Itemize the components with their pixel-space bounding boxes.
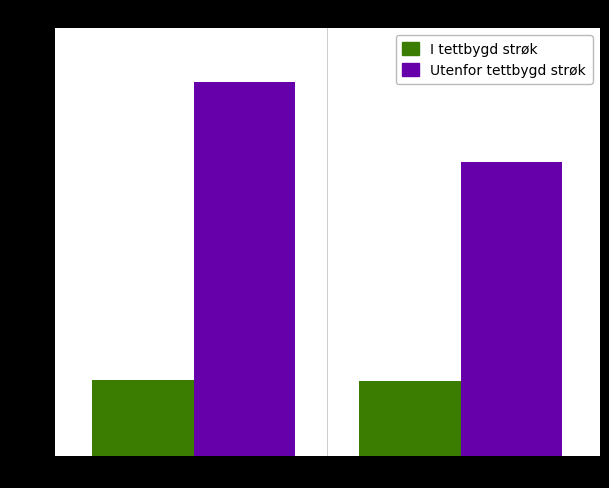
Bar <box>194 82 295 456</box>
Legend: I tettbygd strøk, Utenfor tettbygd strøk: I tettbygd strøk, Utenfor tettbygd strøk <box>395 36 593 85</box>
Bar <box>461 163 563 456</box>
Bar <box>359 382 461 456</box>
Bar <box>92 380 194 456</box>
